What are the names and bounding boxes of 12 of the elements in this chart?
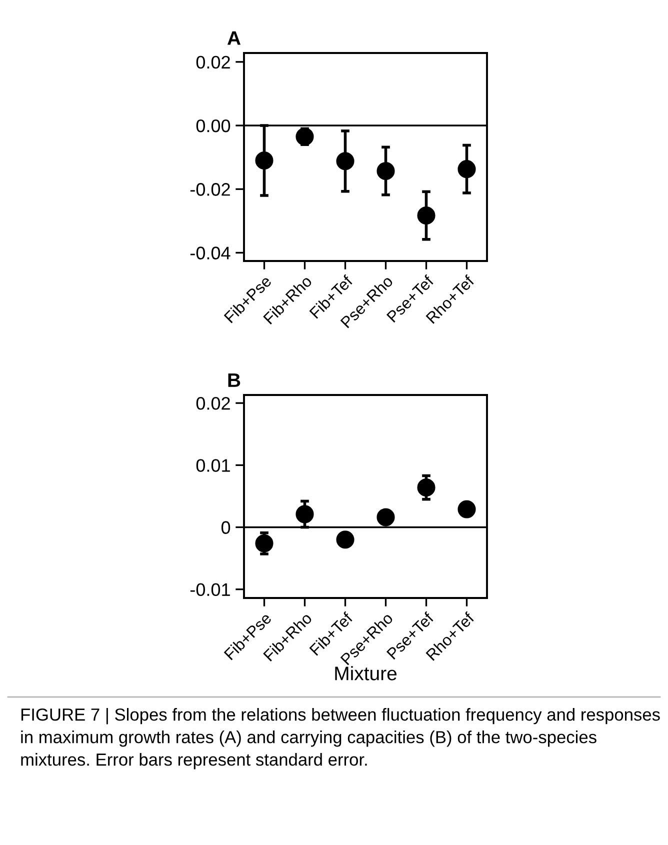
y-tick-label: 0.02 — [196, 397, 230, 410]
y-tick-label: -0.01 — [190, 583, 230, 596]
chart-title: B — [228, 374, 240, 387]
chart-title: A — [227, 31, 241, 45]
y-tick-label: 0.00 — [196, 119, 230, 132]
y-tick-label: -0.04 — [190, 246, 230, 260]
y-tick-label: 0.02 — [196, 56, 230, 69]
y-tick-label: 0.01 — [196, 459, 230, 472]
x-axis-title: Mixture — [335, 666, 397, 680]
y-tick-label: 0 — [221, 521, 230, 534]
y-tick-label: -0.02 — [190, 183, 230, 196]
caption: FIGURE 7 | Slopes from the relations between fluctuation frequency and responses in maximum growth rates (A) and carrying capacities (B) of the two-species mixtures. Error bars represent standard error. — [21, 708, 660, 770]
